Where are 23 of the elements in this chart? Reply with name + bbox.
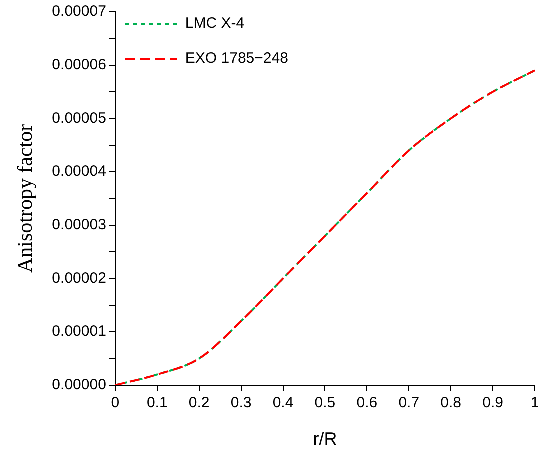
x-tick-label: 0.8 [440,394,462,412]
x-tick-label: 0 [111,394,120,412]
y-tick-label: 0.00006 [52,56,106,74]
x-tick-label: 0.9 [482,394,504,412]
y-tick-label: 0.00002 [52,270,106,287]
y-tick-label: 0.00003 [52,216,106,234]
x-tick-label: 0.3 [230,394,252,412]
y-tick-label: 0.00000 [52,376,106,394]
x-tick-label: 0.1 [146,394,168,412]
legend-label: LMC X-4 [185,15,245,32]
legend-label: EXO 1785−248 [185,50,288,68]
x-axis-title: r/R [313,429,338,450]
y-axis-title: Anisotropy factor [13,124,38,274]
x-tick-label: 0.7 [398,394,420,412]
y-tick-label: 0.00005 [52,110,106,127]
x-tick-label: 1 [530,394,540,412]
y-tick-label: 0.00004 [52,163,106,180]
y-tick-label: 0.00001 [52,323,106,340]
x-tick-label: 0.6 [356,394,378,412]
x-tick-label: 0.4 [272,394,294,412]
x-tick-label: 0.2 [188,394,210,412]
x-tick-label: 0.5 [314,394,336,412]
y-tick-label: 0.00007 [52,3,106,20]
